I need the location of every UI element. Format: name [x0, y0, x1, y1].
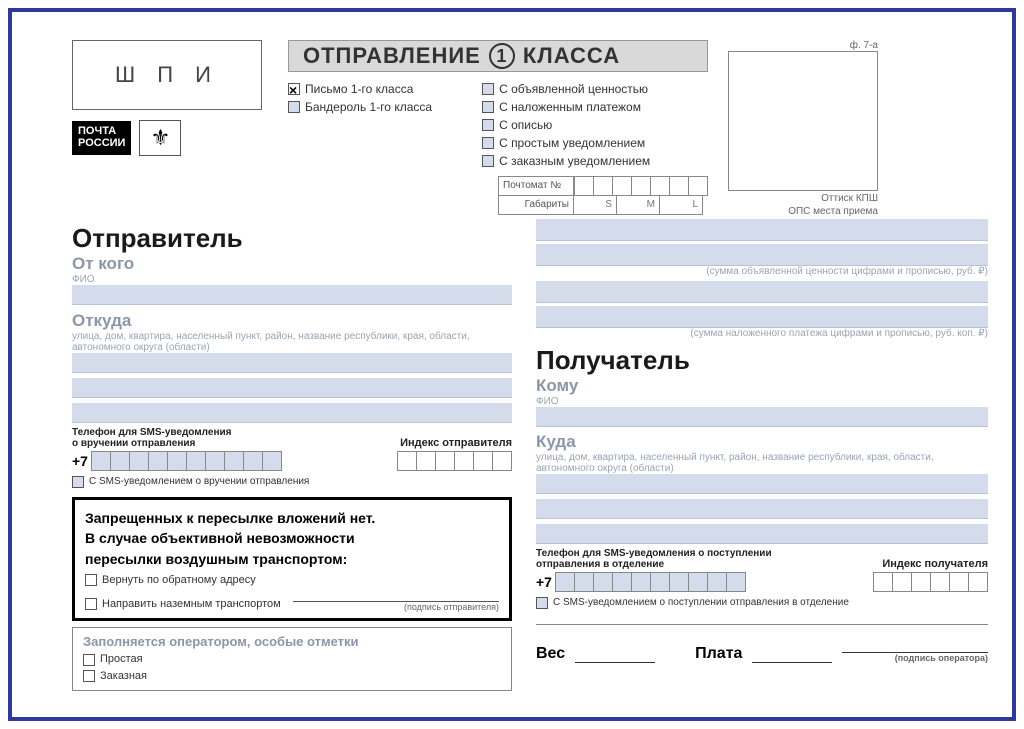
- weight-field[interactable]: [575, 645, 655, 663]
- recipient-addr-1[interactable]: [536, 474, 988, 494]
- form-number: ф. 7-а: [728, 40, 878, 51]
- sender-sms-l2: о вручении отправления: [72, 438, 231, 449]
- recipient-addr-2[interactable]: [536, 499, 988, 519]
- recipient-sms-l2: отправления в отделение: [536, 559, 772, 570]
- stamp-label2: ОПС места приема: [728, 206, 878, 217]
- eagle-icon: ⚜: [139, 120, 181, 156]
- operator-title: Заполняется оператором, особые отметки: [83, 634, 501, 649]
- sender-where-label: Откуда: [72, 311, 512, 331]
- class-number: 1: [489, 43, 515, 69]
- postamat-label: Почтомат №: [498, 176, 574, 196]
- checkbox-registered[interactable]: [83, 670, 95, 682]
- sender-index-label: Индекс отправителя: [400, 437, 512, 449]
- title-banner: ОТПРАВЛЕНИЕ 1 КЛАССА: [288, 40, 708, 72]
- checkbox-registered-notice[interactable]: [482, 155, 494, 167]
- recipient-fio: ФИО: [536, 396, 988, 407]
- sender-addr-1[interactable]: [72, 353, 512, 373]
- top-row: Ш П И ПОЧТА РОССИИ ⚜ ОТПРАВЛЕНИЕ 1: [72, 40, 988, 217]
- shpi-text: Ш П И: [115, 62, 219, 88]
- gabarit-label: Габариты: [498, 195, 574, 215]
- postamat-block: Почтомат № Габариты S M L: [498, 176, 708, 215]
- checkbox-cod[interactable]: [482, 101, 494, 113]
- declared-sum-1[interactable]: [536, 219, 988, 241]
- mail-type-options: Письмо 1-го класса Бандероль 1-го класса: [288, 80, 432, 170]
- sender-index-cells[interactable]: [397, 451, 512, 471]
- operator-box: Заполняется оператором, особые отметки П…: [72, 627, 512, 691]
- form-frame: Ш П И ПОЧТА РОССИИ ⚜ ОТПРАВЛЕНИЕ 1: [8, 8, 1016, 721]
- weight-payment-row: Вес Плата (подпись оператора): [536, 635, 988, 663]
- sender-where-hint: улица, дом, квартира, населенный пункт, …: [72, 331, 512, 353]
- sender-addr-2[interactable]: [72, 378, 512, 398]
- sender-section: Отправитель От кого ФИО Откуда улица, до…: [72, 219, 512, 691]
- cod-sum-1[interactable]: [536, 281, 988, 303]
- recipient-where-label: Куда: [536, 432, 988, 452]
- checkbox-letter[interactable]: [288, 83, 300, 95]
- checkbox-inventory[interactable]: [482, 119, 494, 131]
- shpi-box: Ш П И: [72, 40, 262, 110]
- service-options: С объявленной ценностью С наложенным пла…: [482, 80, 650, 170]
- gabarit-m[interactable]: M: [616, 195, 660, 215]
- stamp-box: [728, 51, 878, 191]
- checkbox-simple-notice[interactable]: [482, 137, 494, 149]
- cod-sum-2[interactable]: [536, 306, 988, 328]
- declared-sum-2[interactable]: [536, 244, 988, 266]
- checkbox-recipient-sms[interactable]: [536, 597, 548, 609]
- recipient-addr-3[interactable]: [536, 524, 988, 544]
- postamat-cells[interactable]: [574, 176, 708, 196]
- sender-fio: ФИО: [72, 274, 512, 285]
- payment-field[interactable]: [752, 645, 832, 663]
- plus7: +7: [72, 453, 88, 469]
- recipient-section: (сумма объявленной ценности цифрами и пр…: [536, 219, 988, 663]
- top-left: Ш П И ПОЧТА РОССИИ ⚜: [72, 40, 272, 156]
- stamp-label1: Оттиск КПШ: [728, 193, 878, 204]
- top-middle: ОТПРАВЛЕНИЕ 1 КЛАССА Письмо 1-го класса …: [288, 40, 988, 217]
- stamp-area: ф. 7-а Оттиск КПШ ОПС места приема: [728, 40, 878, 217]
- recipient-index-label: Индекс получателя: [882, 558, 988, 570]
- checkbox-sender-sms[interactable]: [72, 476, 84, 488]
- sender-phone-cells[interactable]: [91, 451, 282, 471]
- cod-sum-hint: (сумма наложенного платежа цифрами и про…: [536, 328, 988, 339]
- sender-from-label: От кого: [72, 254, 512, 274]
- recipient-phone-cells[interactable]: [555, 572, 746, 592]
- checkbox-simple[interactable]: [83, 654, 95, 666]
- operator-sig-line[interactable]: [842, 635, 988, 653]
- recipient-sms-l1: Телефон для SMS-уведомления о поступлени…: [536, 548, 772, 559]
- recipient-name-line[interactable]: [536, 407, 988, 427]
- sender-name-line[interactable]: [72, 285, 512, 305]
- gabarit-l[interactable]: L: [659, 195, 703, 215]
- weight-label: Вес: [536, 645, 565, 663]
- sender-title: Отправитель: [72, 223, 512, 254]
- checkbox-parcel[interactable]: [288, 101, 300, 113]
- gabarit-s[interactable]: S: [573, 195, 617, 215]
- checkbox-declared-value[interactable]: [482, 83, 494, 95]
- sender-addr-3[interactable]: [72, 403, 512, 423]
- prohibited-box: Запрещенных к пересылке вложений нет. В …: [72, 497, 512, 621]
- recipient-where-hint: улица, дом, квартира, населенный пункт, …: [536, 452, 988, 474]
- payment-label: Плата: [695, 645, 742, 663]
- recipient-to-label: Кому: [536, 376, 988, 396]
- logo: ПОЧТА РОССИИ ⚜: [72, 120, 272, 156]
- sender-sig-line[interactable]: [293, 588, 499, 602]
- recipient-title: Получатель: [536, 345, 988, 376]
- sender-sms-l1: Телефон для SMS-уведомления: [72, 427, 231, 438]
- checkbox-ground[interactable]: [85, 598, 97, 610]
- plus7-r: +7: [536, 574, 552, 590]
- logo-text: ПОЧТА РОССИИ: [72, 121, 131, 154]
- recipient-index-cells[interactable]: [873, 572, 988, 592]
- checkbox-return[interactable]: [85, 574, 97, 586]
- declared-sum-hint: (сумма объявленной ценности цифрами и пр…: [536, 266, 988, 277]
